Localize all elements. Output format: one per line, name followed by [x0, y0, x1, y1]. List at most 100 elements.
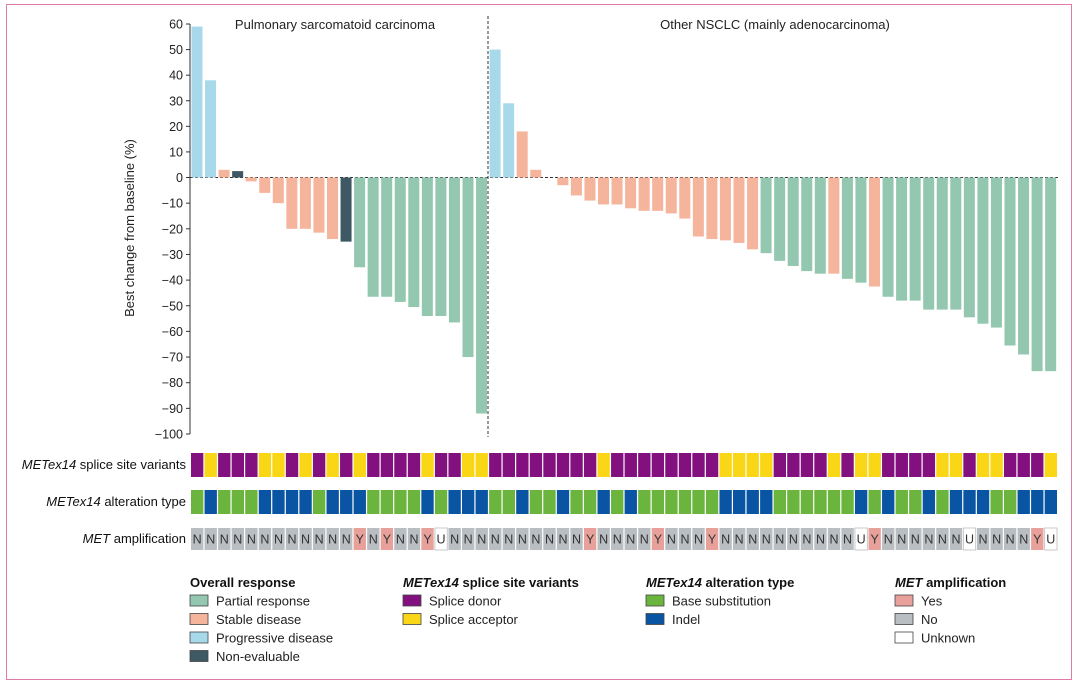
y-tick-label: −70: [162, 351, 183, 365]
amplification-cell: [787, 528, 800, 550]
alteration-type-cell: [312, 490, 326, 514]
alteration-type-cell: [1004, 490, 1017, 514]
alteration-type-cell: [543, 490, 556, 514]
amplification-cell-label: N: [897, 533, 906, 547]
amplification-cell: [245, 528, 258, 550]
alteration-type-cell: [800, 490, 814, 514]
splice-variant-cell: [353, 453, 366, 477]
splice-variant-cell: [909, 453, 922, 477]
track-label-amplification: MET amplification: [83, 531, 186, 546]
legend-amplification-item: Yes: [921, 594, 943, 609]
y-tick-label: −10: [162, 197, 183, 211]
panel-title-sarcomatoid: Pulmonary sarcomatoid carcinoma: [235, 17, 436, 32]
track-labels: METex14 splice site variants METex14 alte…: [22, 457, 187, 546]
amplification-cell: [326, 528, 339, 550]
bar-nsclc-28: [855, 177, 867, 283]
amplification-cell-label: N: [789, 533, 798, 547]
alteration-type-cell: [380, 490, 394, 514]
amplification-cell-label: N: [884, 533, 893, 547]
amplification-cell-label: N: [735, 533, 744, 547]
amplification-cell: [407, 528, 421, 550]
amplification-cell: [448, 528, 461, 550]
alteration-type-cell: [936, 490, 949, 514]
bar-psc-14: [367, 177, 379, 297]
bar-nsclc-2: [503, 103, 515, 178]
bar-nsclc-11: [625, 177, 637, 209]
amplification-cell-label: N: [206, 533, 215, 547]
bar-nsclc-1: [489, 49, 501, 178]
amplification-cell-label: N: [450, 533, 459, 547]
bar-nsclc-26: [828, 177, 840, 274]
amplification-cell-label: N: [193, 533, 202, 547]
amplification-cell-label: Y: [871, 533, 880, 547]
amplification-cell-label: N: [640, 533, 649, 547]
splice-variant-cell: [705, 453, 719, 477]
amplification-cell-label: N: [288, 533, 297, 547]
legend-alteration-item: Base substitution: [672, 594, 771, 609]
splice-variant-cell: [258, 453, 272, 477]
amplification-cell: [800, 528, 814, 550]
amplification-cell: [868, 528, 881, 550]
splice-variant-cell: [516, 453, 529, 477]
amplification-cell-label: U: [857, 533, 866, 547]
alteration-type-cell: [976, 490, 990, 514]
amplification-cell: [285, 528, 299, 550]
alteration-type-cell: [651, 490, 665, 514]
splice-variant-cell: [421, 453, 434, 477]
amplification-cell: [204, 528, 217, 550]
amplification-cell-label: Y: [356, 533, 365, 547]
amplification-cell: [678, 528, 692, 550]
alteration-type-cell: [692, 490, 705, 514]
amplification-cell: [380, 528, 394, 550]
splice-variant-cell: [936, 453, 949, 477]
alteration-type-cell: [678, 490, 692, 514]
amplification-cell: [922, 528, 936, 550]
splice-variant-cell: [583, 453, 597, 477]
y-tick-label: 60: [169, 18, 183, 32]
bar-nsclc-9: [598, 177, 609, 205]
y-tick-label: 30: [169, 94, 183, 108]
legend-amplification-item: Unknown: [921, 631, 975, 646]
splice-variant-cell: [787, 453, 800, 477]
alteration-type-cell: [827, 490, 841, 514]
amplification-cell: [489, 528, 502, 550]
amplification-cell: [258, 528, 272, 550]
bar-nsclc-37: [977, 177, 989, 324]
amplification-cell: [353, 528, 366, 550]
alteration-type-cell: [353, 490, 366, 514]
bar-nsclc-8: [584, 177, 596, 201]
bar-nsclc-22: [774, 177, 786, 261]
alteration-type-cell: [340, 490, 353, 514]
bar-psc-15: [381, 177, 393, 297]
splice-variant-cell: [733, 453, 746, 477]
splice-variant-cell: [638, 453, 651, 477]
bar-psc-11: [327, 177, 338, 240]
bar-nsclc-16: [692, 177, 704, 237]
splice-variant-cell: [407, 453, 421, 477]
amplification-cell: [760, 528, 773, 550]
amplification-cell-label: N: [924, 533, 933, 547]
splice-variant-cell: [299, 453, 312, 477]
legend-splice-title: METex14 splice site variants: [403, 575, 579, 590]
bar-nsclc-4: [530, 169, 542, 178]
amplification-cell: [570, 528, 583, 550]
legend-response-title: Overall response: [190, 575, 296, 590]
bar-psc-21: [462, 177, 474, 358]
legend-response-item: Partial response: [216, 594, 310, 609]
alteration-type-cell: [922, 490, 936, 514]
amplification-cell: [367, 528, 380, 550]
splice-variant-cell: [841, 453, 854, 477]
bar-nsclc-15: [679, 177, 691, 219]
legend-response-swatch: [189, 613, 209, 625]
bar-nsclc-41: [1031, 177, 1043, 372]
amplification-cell: [1004, 528, 1017, 550]
y-axis-label: Best change from baseline (%): [122, 139, 137, 317]
bar-psc-8: [286, 177, 298, 229]
amplification-cell: [895, 528, 908, 550]
bar-nsclc-10: [611, 177, 623, 205]
alteration-type-cell: [624, 490, 637, 514]
splice-variant-cell: [611, 453, 624, 477]
splice-variant-cell: [827, 453, 841, 477]
splice-variant-cell: [624, 453, 637, 477]
